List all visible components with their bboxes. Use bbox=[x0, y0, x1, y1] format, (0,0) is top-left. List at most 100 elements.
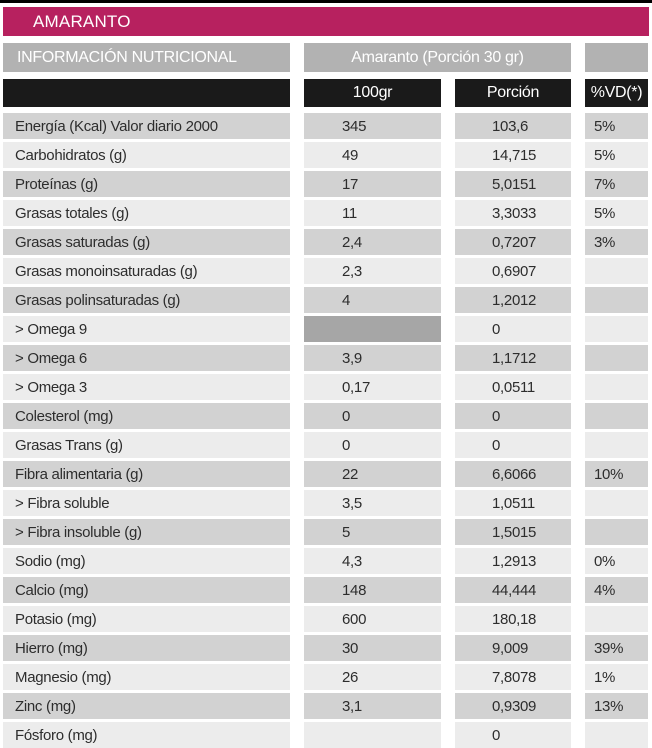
value-vd: 5% bbox=[585, 142, 648, 168]
row-label: Calcio (mg) bbox=[3, 577, 290, 603]
value-vd: 5% bbox=[585, 200, 648, 226]
value-porcion: 1,2012 bbox=[455, 287, 571, 313]
col-header-100gr: 100gr bbox=[304, 79, 441, 107]
colheader-empty-cell bbox=[3, 79, 290, 107]
value-vd bbox=[585, 490, 648, 516]
value-vd: 7% bbox=[585, 171, 648, 197]
column-header-row: 100gr Porción %VD(*) bbox=[3, 79, 649, 107]
row-label: Fósforo (mg) bbox=[3, 722, 290, 748]
value-porcion: 1,0511 bbox=[455, 490, 571, 516]
value-100gr: 600 bbox=[304, 606, 441, 632]
value-100gr: 148 bbox=[304, 577, 441, 603]
value-vd: 10% bbox=[585, 461, 648, 487]
value-porcion: 1,1712 bbox=[455, 345, 571, 371]
value-vd bbox=[585, 374, 648, 400]
value-porcion: 0,6907 bbox=[455, 258, 571, 284]
row-label: Potasio (mg) bbox=[3, 606, 290, 632]
value-porcion: 3,3033 bbox=[455, 200, 571, 226]
value-porcion: 103,6 bbox=[455, 113, 571, 139]
row-label: Proteínas (g) bbox=[3, 171, 290, 197]
product-title-bar: AMARANTO bbox=[3, 7, 649, 36]
value-100gr: 17 bbox=[304, 171, 441, 197]
value-100gr: 3,1 bbox=[304, 693, 441, 719]
value-porcion: 5,0151 bbox=[455, 171, 571, 197]
value-porcion: 0 bbox=[455, 432, 571, 458]
row-label: > Omega 9 bbox=[3, 316, 290, 342]
value-porcion: 7,8078 bbox=[455, 664, 571, 690]
value-porcion: 1,5015 bbox=[455, 519, 571, 545]
value-porcion: 0,9309 bbox=[455, 693, 571, 719]
col-header-vd: %VD(*) bbox=[585, 79, 648, 107]
row-label: Grasas saturadas (g) bbox=[3, 229, 290, 255]
portion-header: Amaranto (Porción 30 gr) bbox=[304, 43, 571, 72]
value-vd: 39% bbox=[585, 635, 648, 661]
value-porcion: 0,0511 bbox=[455, 374, 571, 400]
value-porcion: 6,6066 bbox=[455, 461, 571, 487]
row-label: Fibra alimentaria (g) bbox=[3, 461, 290, 487]
value-porcion: 14,715 bbox=[455, 142, 571, 168]
row-label: Energía (Kcal) Valor diario 2000 bbox=[3, 113, 290, 139]
value-vd bbox=[585, 722, 648, 748]
row-label: > Omega 3 bbox=[3, 374, 290, 400]
value-vd bbox=[585, 432, 648, 458]
value-porcion: 44,444 bbox=[455, 577, 571, 603]
row-label: > Fibra insoluble (g) bbox=[3, 519, 290, 545]
row-label: Carbohidratos (g) bbox=[3, 142, 290, 168]
value-vd: 0% bbox=[585, 548, 648, 574]
col-header-porcion: Porción bbox=[455, 79, 571, 107]
row-label: Grasas monoinsaturadas (g) bbox=[3, 258, 290, 284]
value-100gr: 11 bbox=[304, 200, 441, 226]
row-label: Zinc (mg) bbox=[3, 693, 290, 719]
row-label: Magnesio (mg) bbox=[3, 664, 290, 690]
row-label: > Omega 6 bbox=[3, 345, 290, 371]
row-label: > Fibra soluble bbox=[3, 490, 290, 516]
subheader-empty-cell bbox=[585, 43, 648, 72]
value-porcion: 180,18 bbox=[455, 606, 571, 632]
value-100gr: 5 bbox=[304, 519, 441, 545]
subheader-row: INFORMACIÓN NUTRICIONAL Amaranto (Porció… bbox=[3, 43, 649, 72]
row-label: Grasas Trans (g) bbox=[3, 432, 290, 458]
value-100gr: 22 bbox=[304, 461, 441, 487]
value-vd: 13% bbox=[585, 693, 648, 719]
info-nutricional-header: INFORMACIÓN NUTRICIONAL bbox=[3, 43, 290, 72]
value-100gr: 2,3 bbox=[304, 258, 441, 284]
value-vd bbox=[585, 345, 648, 371]
value-porcion: 9,009 bbox=[455, 635, 571, 661]
value-100gr: 4,3 bbox=[304, 548, 441, 574]
table-body: Energía (Kcal) Valor diario 2000 345 103,6… bbox=[3, 113, 649, 748]
row-label: Grasas totales (g) bbox=[3, 200, 290, 226]
row-label: Sodio (mg) bbox=[3, 548, 290, 574]
value-vd: 5% bbox=[585, 113, 648, 139]
value-vd bbox=[585, 519, 648, 545]
value-100gr: 49 bbox=[304, 142, 441, 168]
row-label: Hierro (mg) bbox=[3, 635, 290, 661]
value-vd: 3% bbox=[585, 229, 648, 255]
value-vd: 4% bbox=[585, 577, 648, 603]
value-porcion: 0 bbox=[455, 403, 571, 429]
value-100gr: 3,5 bbox=[304, 490, 441, 516]
value-vd: 1% bbox=[585, 664, 648, 690]
value-100gr: 26 bbox=[304, 664, 441, 690]
product-title: AMARANTO bbox=[33, 11, 131, 31]
value-porcion: 0,7207 bbox=[455, 229, 571, 255]
value-vd bbox=[585, 403, 648, 429]
value-100gr: 3,9 bbox=[304, 345, 441, 371]
value-vd bbox=[585, 606, 648, 632]
value-vd bbox=[585, 287, 648, 313]
value-100gr: 0,17 bbox=[304, 374, 441, 400]
row-label: Grasas polinsaturadas (g) bbox=[3, 287, 290, 313]
value-100gr: 0 bbox=[304, 432, 441, 458]
value-100gr: 4 bbox=[304, 287, 441, 313]
value-porcion: 0 bbox=[455, 722, 571, 748]
value-100gr: 30 bbox=[304, 635, 441, 661]
value-vd bbox=[585, 258, 648, 284]
value-100gr bbox=[304, 722, 441, 748]
value-vd bbox=[585, 316, 648, 342]
top-border-line bbox=[0, 0, 652, 3]
value-porcion: 0 bbox=[455, 316, 571, 342]
value-100gr: 345 bbox=[304, 113, 441, 139]
value-100gr: 2,4 bbox=[304, 229, 441, 255]
value-100gr bbox=[304, 316, 441, 342]
value-100gr: 0 bbox=[304, 403, 441, 429]
